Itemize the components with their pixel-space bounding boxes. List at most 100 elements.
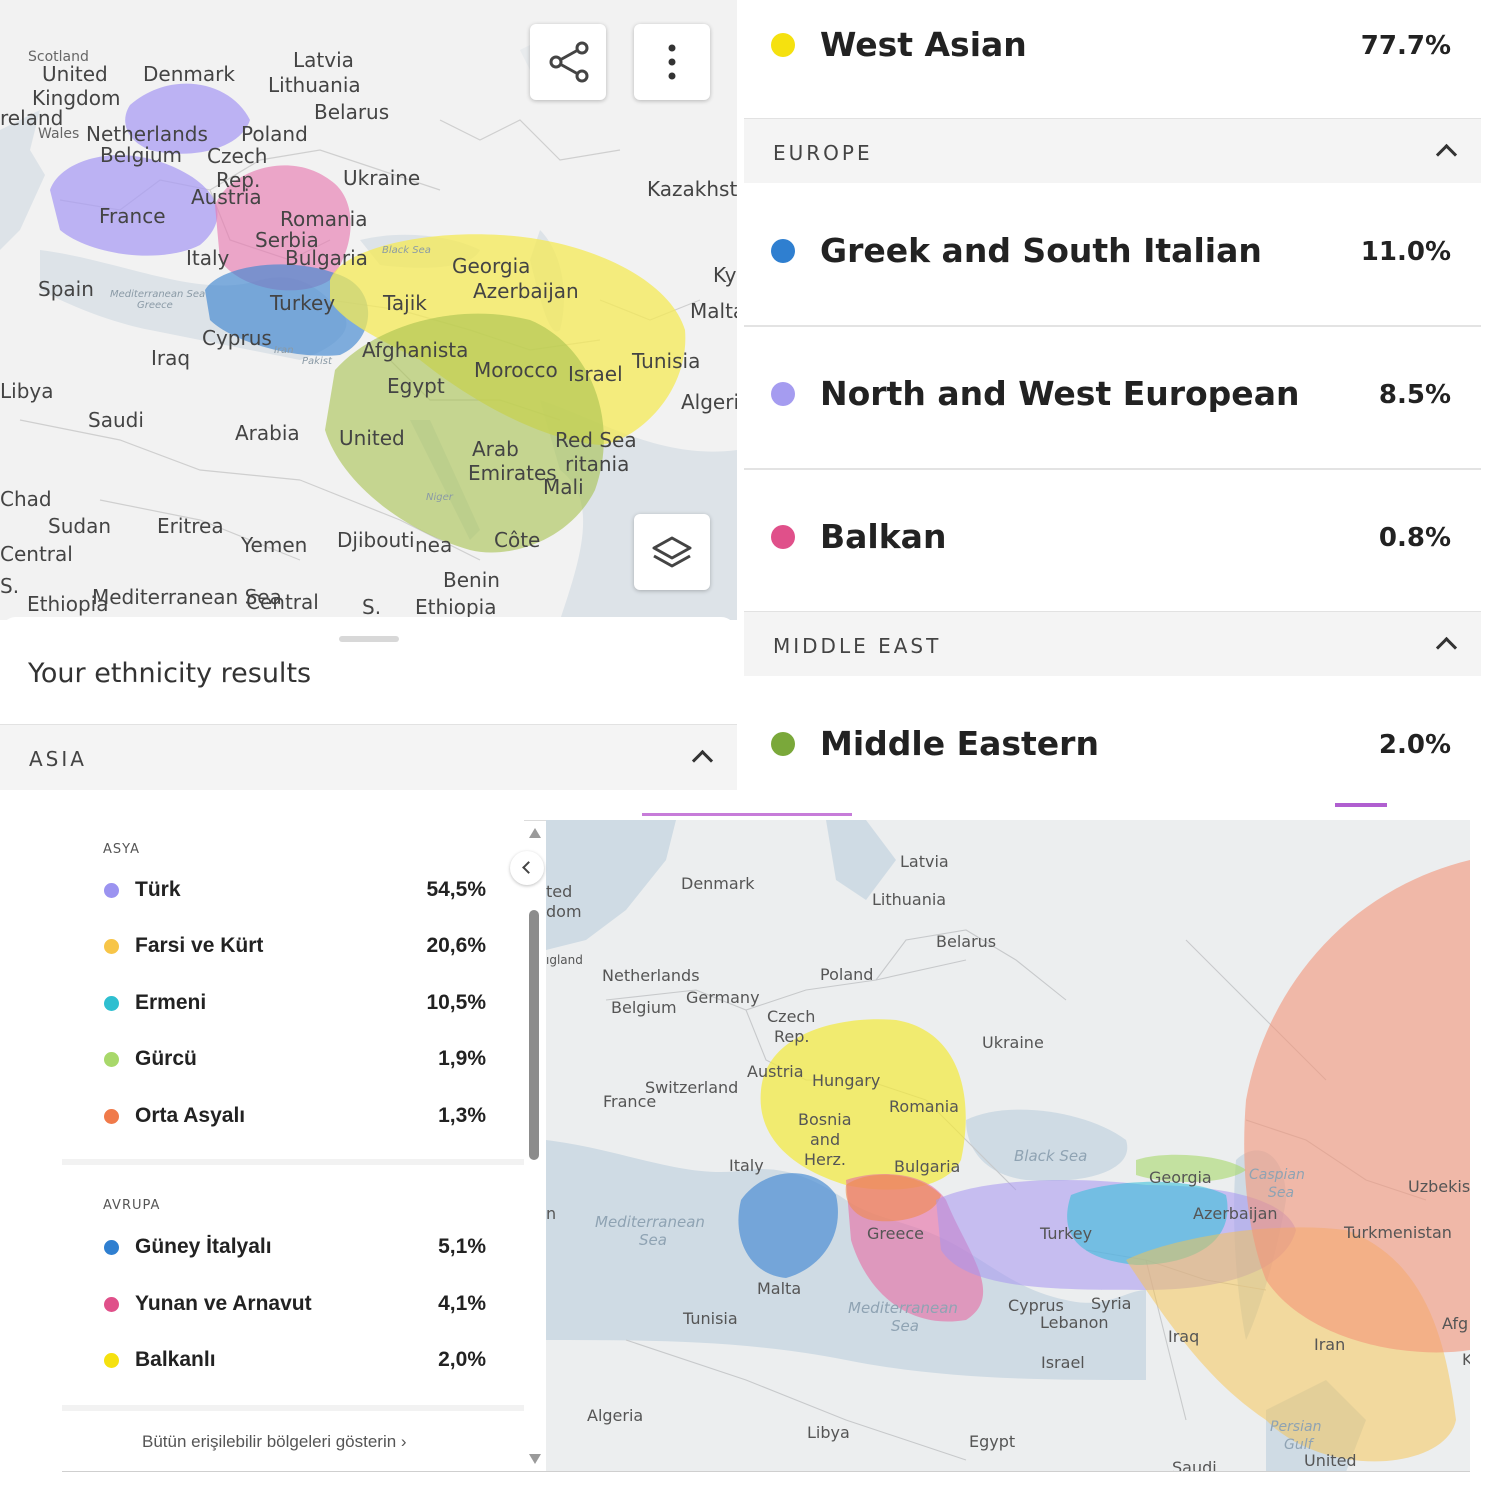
divider xyxy=(744,468,1481,470)
map-label: United xyxy=(1304,1451,1357,1470)
show-all-regions-link[interactable]: Bütün erişilebilir bölgeleri gösterin › xyxy=(142,1432,407,1451)
map-label: Romania xyxy=(889,1097,959,1116)
section-separator xyxy=(62,1159,524,1165)
sheet-title: Your ethnicity results xyxy=(28,658,312,689)
section-label: MIDDLE EAST xyxy=(773,634,942,658)
list-item[interactable]: Ermeni 10,5% xyxy=(62,985,524,1025)
map-label: Mediterranean xyxy=(595,1213,705,1231)
list-item[interactable]: Balkanlı 2,0% xyxy=(62,1342,524,1382)
map-label: Djibouti xyxy=(337,528,415,552)
map-label: Libya xyxy=(807,1423,850,1442)
section-header-europe[interactable]: EUROPE xyxy=(744,118,1481,183)
map-label: Denmark xyxy=(681,874,755,893)
map-background xyxy=(546,820,1470,1472)
map-label: Czech xyxy=(207,144,268,168)
map-label: United xyxy=(339,426,405,450)
map-label: Yemen xyxy=(241,533,308,557)
map-label: dom xyxy=(546,902,582,921)
map-label: Bosnia xyxy=(798,1110,852,1129)
region-color-dot xyxy=(771,239,795,263)
map-label: Lithuania xyxy=(268,73,361,97)
region-name: Orta Asyalı xyxy=(135,1104,246,1127)
region-color-dot xyxy=(771,732,795,756)
list-item[interactable]: Güney İtalyalı 5,1% xyxy=(62,1229,524,1269)
result-row[interactable]: Middle Eastern 2.0% xyxy=(744,675,1481,800)
map-label: Pakist xyxy=(302,356,332,367)
section-label: ASYA xyxy=(103,842,140,857)
map-label: Iraq xyxy=(1168,1327,1200,1346)
scroll-down-arrow-icon[interactable] xyxy=(529,1454,541,1464)
map-label: Tunisia xyxy=(632,349,701,373)
ethnicity-map[interactable]: Scotland United Kingdom reland Wales Den… xyxy=(0,0,737,620)
map-label: reland xyxy=(0,106,64,130)
map-layers-button[interactable] xyxy=(634,514,710,590)
map-label: Mediterranean Sea xyxy=(92,585,282,609)
result-row[interactable]: Greek and South Italian 11.0% xyxy=(744,182,1481,325)
map-label: Arab xyxy=(472,437,519,461)
map-label: Emirates xyxy=(468,461,557,485)
section-label: EUROPE xyxy=(773,141,873,165)
map-label: Belarus xyxy=(314,100,390,124)
region-color-dot xyxy=(771,525,795,549)
map-label: Ukraine xyxy=(343,166,421,190)
list-item[interactable]: Türk 54,5% xyxy=(62,872,524,912)
region-name: Gürcü xyxy=(135,1047,197,1070)
map-label: and xyxy=(810,1130,841,1149)
map-label: Niger xyxy=(426,492,453,503)
region-color-dot xyxy=(771,382,795,406)
map-label: Latvia xyxy=(900,852,949,871)
section-header-middle-east[interactable]: MIDDLE EAST xyxy=(744,611,1481,676)
result-row[interactable]: Balkan 0.8% xyxy=(744,470,1481,611)
list-item[interactable]: Yunan ve Arnavut 4,1% xyxy=(62,1286,524,1326)
more-vert-icon xyxy=(668,44,676,80)
map-label: United xyxy=(42,62,108,86)
map-label: Bulgaria xyxy=(285,246,368,270)
map-label: Hungary xyxy=(812,1071,881,1090)
chevron-up-icon xyxy=(1435,636,1458,659)
region-name: Middle Eastern xyxy=(820,724,1099,763)
map-label: Saudi xyxy=(1172,1458,1217,1473)
ethnicity-results-list: West Asian 77.7% EUROPE Greek and South … xyxy=(744,0,1481,800)
map-label: Uzbekis xyxy=(1408,1177,1470,1196)
map-label: ted xyxy=(546,882,573,901)
map-label: Red Sea xyxy=(555,428,637,452)
scroll-up-arrow-icon[interactable] xyxy=(529,828,541,838)
result-row[interactable]: North and West European 8.5% xyxy=(744,327,1481,468)
map-label: Azerbaijan xyxy=(1193,1204,1278,1223)
list-item[interactable]: Gürcü 1,9% xyxy=(62,1041,524,1081)
result-row[interactable]: West Asian 77.7% xyxy=(744,0,1481,118)
section-header-asia[interactable]: ASIA xyxy=(0,724,737,790)
share-icon xyxy=(549,41,589,83)
region-percentage: 20,6% xyxy=(426,934,486,957)
map-label: Morocco xyxy=(474,358,558,382)
share-button[interactable] xyxy=(530,24,606,100)
map-label: Georgia xyxy=(1149,1168,1212,1187)
region-name: Türk xyxy=(135,878,181,901)
map-label: Libya xyxy=(0,379,54,403)
region-name: Balkanlı xyxy=(135,1348,216,1371)
more-options-button[interactable] xyxy=(634,24,710,100)
map-label: Turkmenistan xyxy=(1344,1223,1452,1242)
map-label: Switzerland xyxy=(645,1078,739,1097)
map-label: Chad xyxy=(0,487,52,511)
region-color-dot xyxy=(104,1052,119,1067)
map-label: Kazakhst xyxy=(647,177,737,201)
map-label: Sea xyxy=(639,1231,667,1249)
list-item[interactable]: Farsi ve Kürt 20,6% xyxy=(62,928,524,968)
ethnicity-list-panel-tr: ASYA Türk 54,5% Farsi ve Kürt 20,6% Erme… xyxy=(62,820,524,1472)
map-label: Egypt xyxy=(969,1432,1016,1451)
map-label: Cyprus xyxy=(202,326,272,350)
map-label: nea xyxy=(415,533,453,557)
collapse-panel-button[interactable] xyxy=(510,851,544,885)
ethnicity-map-tr[interactable]: ted dom Denmark Latvia Lithuania Belarus… xyxy=(546,820,1470,1472)
list-item[interactable]: Orta Asyalı 1,3% xyxy=(62,1098,524,1138)
ethnicity-map-panel: Scotland United Kingdom reland Wales Den… xyxy=(0,0,737,790)
map-label: ritania xyxy=(565,452,630,476)
sheet-drag-handle[interactable] xyxy=(339,636,399,642)
map-label: Ky xyxy=(713,263,737,287)
scrollbar-thumb[interactable] xyxy=(529,910,539,1160)
map-label: Rep. xyxy=(216,168,261,192)
map-label: S. xyxy=(0,574,20,598)
scrollbar[interactable] xyxy=(526,826,544,1470)
region-percentage: 10,5% xyxy=(426,991,486,1014)
